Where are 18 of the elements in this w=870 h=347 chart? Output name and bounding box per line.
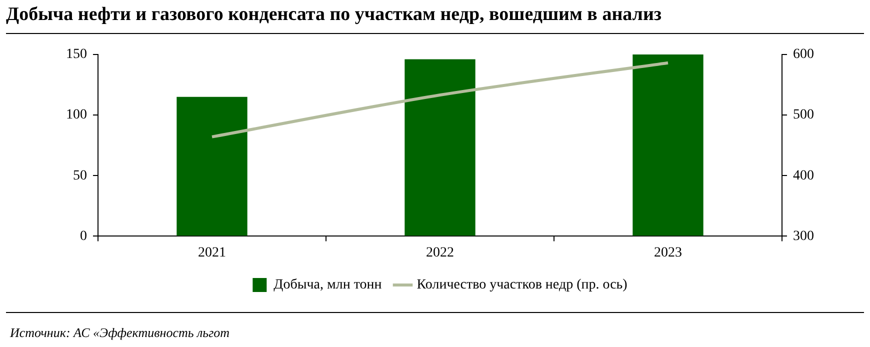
y2-tick-label: 400	[793, 168, 814, 184]
y2-tick-label: 600	[793, 47, 814, 62]
legend-label: Добыча, млн тонн	[274, 278, 382, 293]
x-tick-label: 2021	[198, 245, 226, 260]
legend-label: Количество участков недр (пр. ось)	[416, 278, 628, 293]
x-tick-label: 2022	[426, 245, 454, 260]
y-tick-label: 100	[66, 108, 87, 123]
y2-tick-label: 300	[793, 228, 814, 244]
chart-title: Добыча нефти и газового конденсата по участкам недр, вошедшим в анализ	[6, 4, 662, 26]
text: Источник: АС «Эффективность льгот	[10, 325, 230, 341]
y-tick-label: 50	[73, 168, 87, 184]
bar	[632, 54, 704, 236]
y-tick-label: 0	[80, 228, 87, 244]
y-tick-label: 150	[66, 47, 87, 62]
bar	[404, 59, 476, 236]
x-tick-label: 2023	[654, 245, 682, 260]
bar	[176, 96, 248, 236]
y2-tick-label: 500	[793, 108, 814, 123]
